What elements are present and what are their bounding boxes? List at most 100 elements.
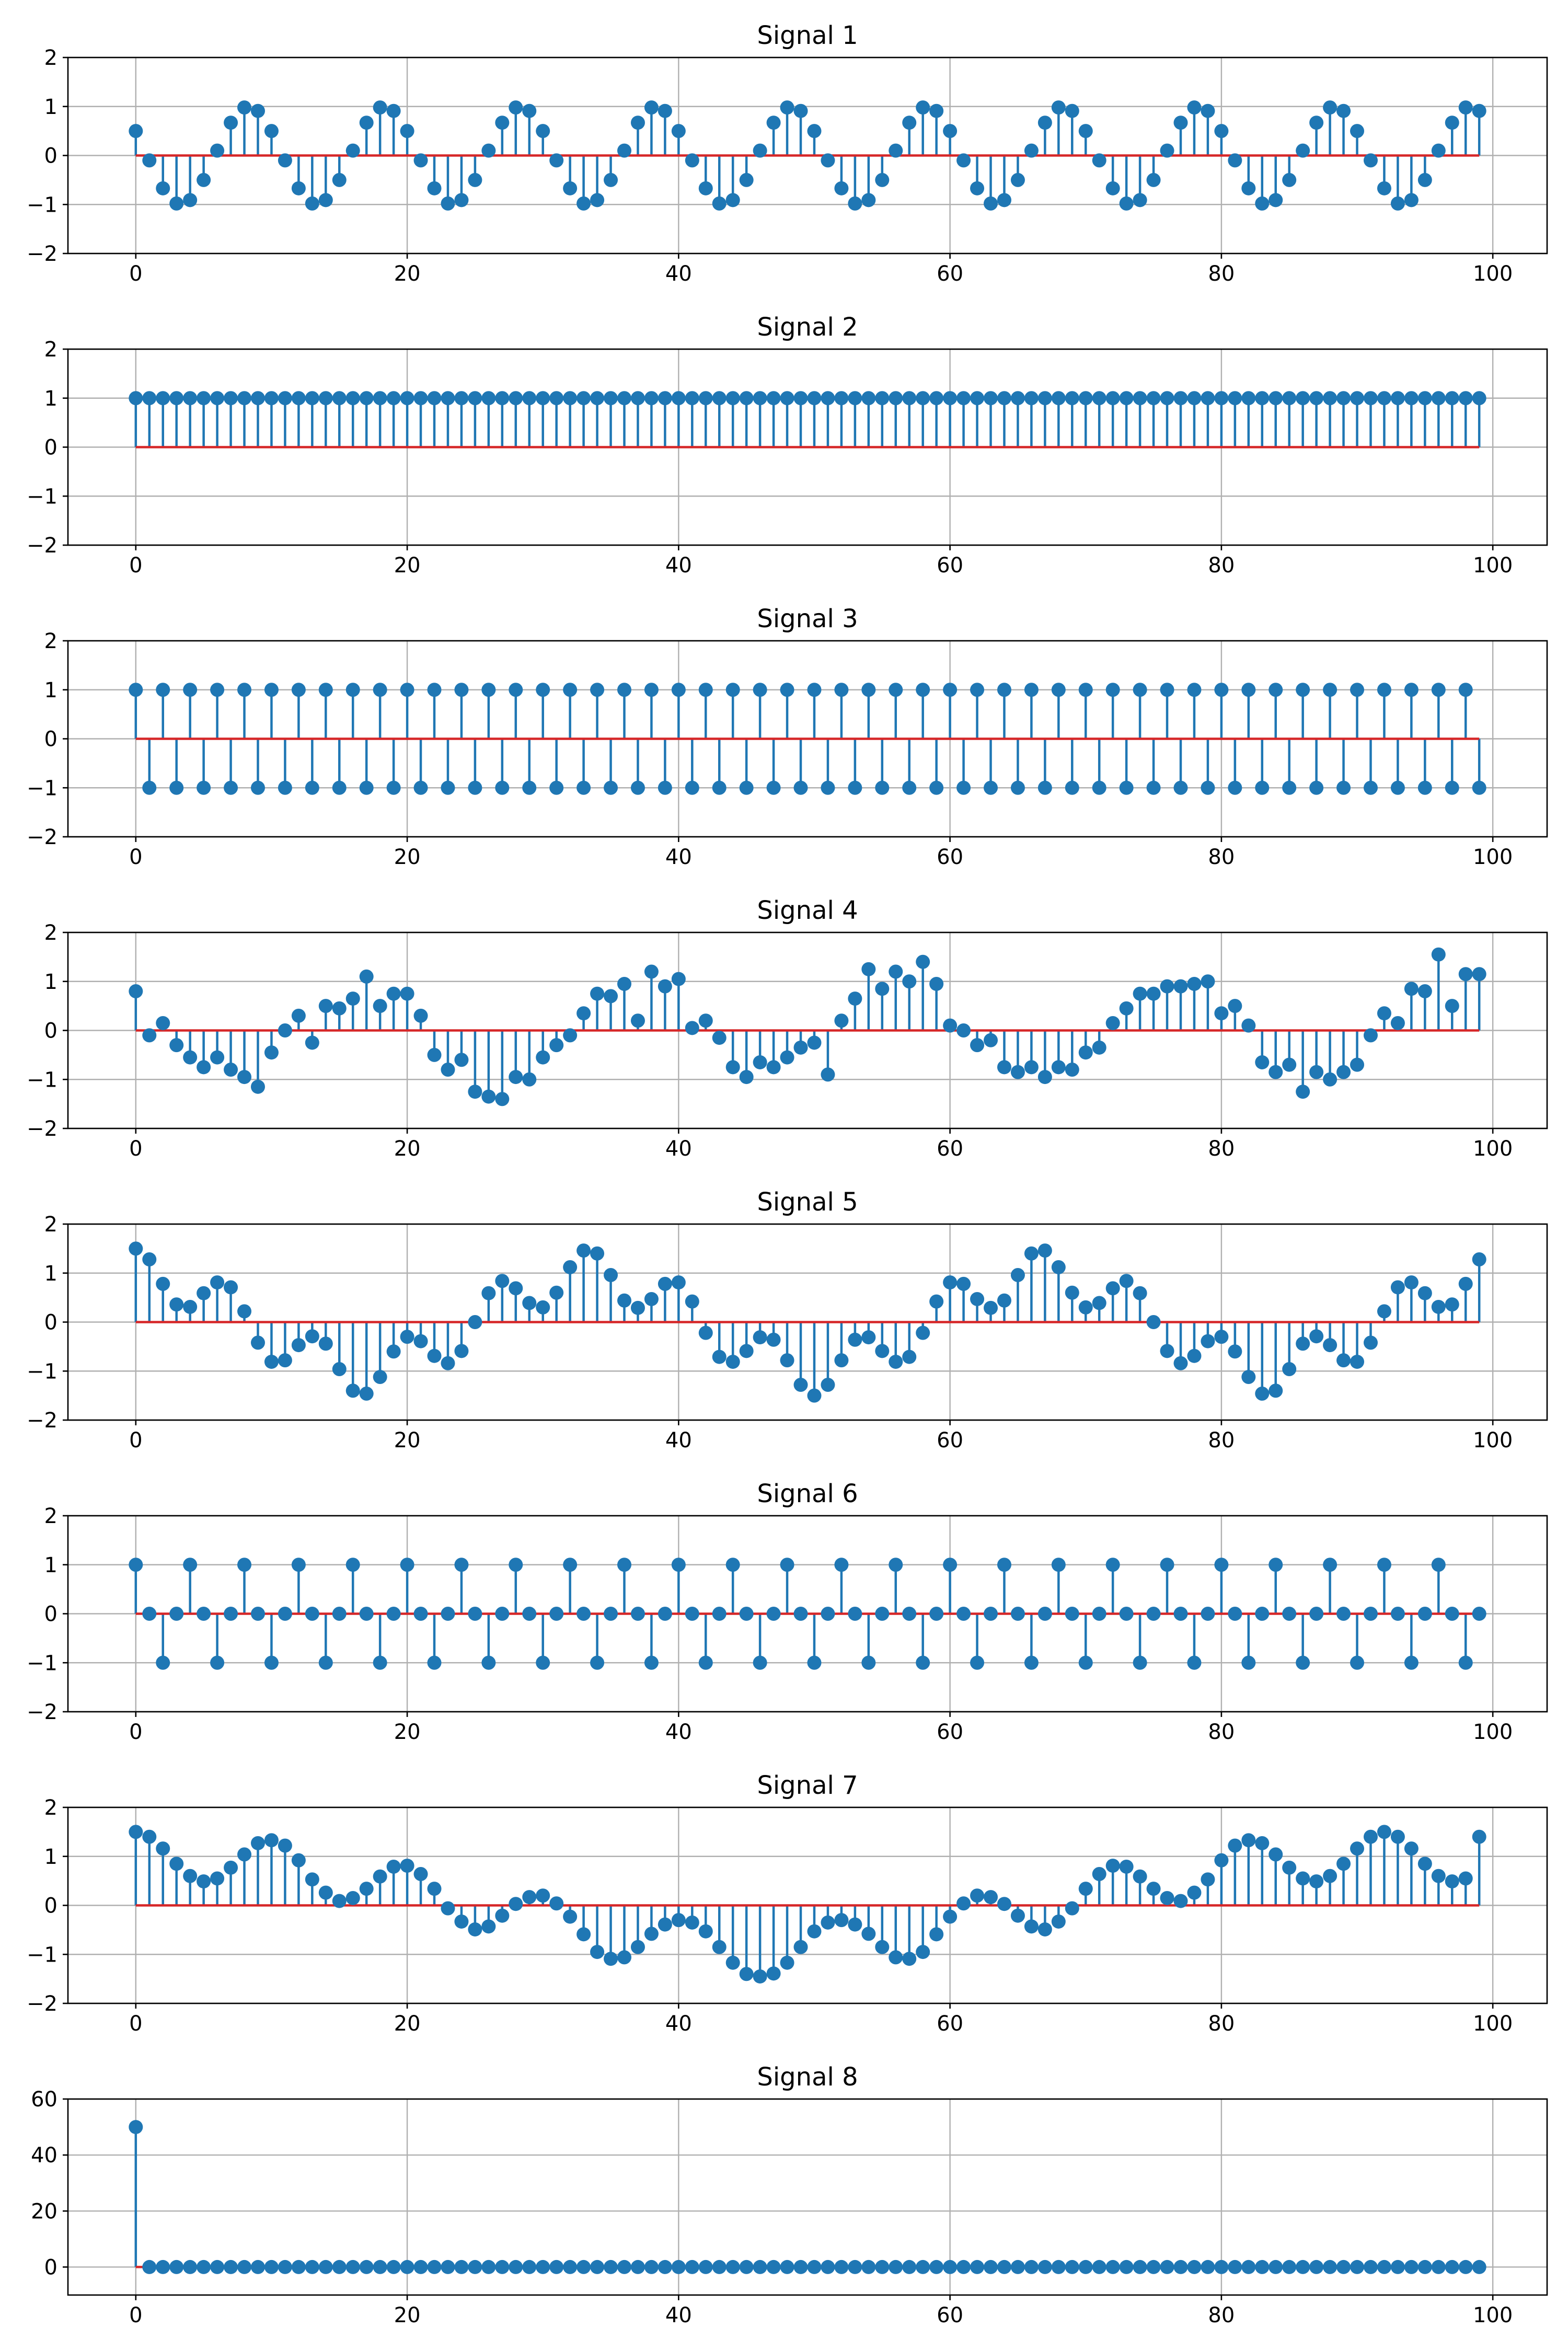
stem-marker	[441, 1063, 455, 1077]
stem-marker	[1078, 683, 1093, 697]
stem-marker	[1390, 1829, 1405, 1844]
stem-marker	[1214, 1006, 1229, 1021]
stem-marker	[495, 780, 510, 795]
stem-marker	[698, 1924, 713, 1939]
stem-marker	[644, 1655, 659, 1670]
stem-marker	[1214, 124, 1229, 139]
stem-marker	[1024, 1919, 1039, 1934]
stem-marker	[1472, 1829, 1486, 1844]
stem-marker	[916, 683, 930, 697]
stem-marker	[875, 172, 890, 187]
stem-marker	[250, 1335, 265, 1350]
stem-marker	[291, 1338, 306, 1353]
stem-marker	[1105, 1859, 1120, 1873]
stem-marker	[1417, 2259, 1432, 2274]
stem-marker	[1146, 2259, 1161, 2274]
stem-marker	[1092, 1867, 1106, 1881]
stem-marker	[875, 1607, 890, 1621]
stem-marker	[1024, 391, 1039, 406]
stem-marker	[1296, 1655, 1310, 1670]
stem-marker	[1037, 1243, 1052, 1258]
stem-marker	[332, 780, 347, 795]
stem-marker	[1472, 391, 1486, 406]
stem-marker	[956, 1276, 971, 1291]
stem-marker	[1309, 1874, 1324, 1889]
stem-marker	[536, 391, 550, 406]
stem-marker	[793, 103, 808, 118]
stem-marker	[441, 780, 455, 795]
stem-marker	[739, 172, 754, 187]
stem-marker	[210, 2259, 225, 2274]
stem-marker	[1187, 1655, 1202, 1670]
stem-marker	[1336, 1065, 1351, 1079]
stem-marker	[929, 1927, 944, 1942]
stem-marker	[183, 391, 198, 406]
stem-marker	[454, 391, 469, 406]
stem-marker	[1431, 1299, 1446, 1314]
y-tick-label: 0	[44, 1894, 57, 1918]
stem-marker	[984, 1033, 998, 1047]
stem-marker	[984, 2259, 998, 2274]
stem-marker	[753, 1330, 767, 1345]
stem-marker	[1336, 1607, 1351, 1621]
stem-marker	[305, 1329, 319, 1344]
stem-marker	[1010, 1065, 1025, 1079]
stem-marker	[1458, 391, 1473, 406]
stem-marker	[604, 780, 618, 795]
stem-marker	[1105, 683, 1120, 697]
stem-marker	[264, 2259, 279, 2274]
stem-marker	[712, 1350, 727, 1364]
stem-marker	[305, 780, 319, 795]
stem-marker	[373, 683, 387, 697]
stem-marker	[916, 1655, 930, 1670]
x-tick-label: 0	[129, 2012, 142, 2036]
stem-marker	[1051, 2259, 1066, 2274]
x-tick-label: 60	[937, 2012, 963, 2036]
stem-marker	[902, 2259, 917, 2274]
stem-marker	[685, 153, 699, 168]
stem-marker	[318, 1885, 333, 1900]
stem-marker	[183, 1299, 198, 1314]
stem-marker	[617, 683, 631, 697]
stem-marker	[1255, 1055, 1270, 1069]
stem-marker	[1269, 391, 1283, 406]
stem-marker	[509, 683, 523, 697]
stem-marker	[1445, 1297, 1459, 1312]
stem-marker	[400, 1330, 414, 1344]
stem-marker	[359, 2259, 374, 2274]
stem-marker	[1309, 1065, 1324, 1079]
stem-marker	[1336, 780, 1351, 795]
stem-marker	[1309, 1607, 1324, 1621]
stem-marker	[902, 780, 917, 795]
stem-marker	[481, 143, 496, 158]
stem-marker	[1146, 986, 1161, 1001]
stem-marker	[671, 1558, 686, 1572]
stem-marker	[970, 391, 985, 406]
stem-marker	[454, 1558, 469, 1572]
stem-marker	[916, 391, 930, 406]
x-tick-label: 100	[1473, 1137, 1513, 1161]
stem-marker	[318, 391, 333, 406]
stem-marker	[1269, 1383, 1283, 1398]
stem-marker	[1119, 1274, 1134, 1288]
stem-marker	[1350, 1841, 1365, 1856]
stem-marker	[1173, 1607, 1188, 1621]
stem-marker	[441, 196, 455, 211]
stem-marker	[943, 391, 958, 406]
stem-marker	[1336, 1353, 1351, 1368]
stem-marker	[577, 2259, 591, 2274]
stem-marker	[1010, 1908, 1025, 1923]
stem-marker	[441, 2259, 455, 2274]
x-tick-label: 60	[937, 1428, 963, 1452]
y-tick-label: 1	[44, 678, 57, 702]
stem-marker	[1092, 391, 1106, 406]
x-tick-label: 20	[394, 2303, 421, 2327]
stem-marker	[1282, 1362, 1297, 1376]
stem-marker	[821, 2259, 835, 2274]
stem-marker	[1146, 1315, 1161, 1329]
stem-marker	[834, 181, 849, 195]
stem-marker	[509, 1558, 523, 1572]
chart-panel-1: Signal 1 0 20 40 60 80 100 −2 −1 0 1 2	[27, 21, 1548, 286]
stem-marker	[943, 1018, 958, 1033]
stem-marker	[753, 391, 767, 406]
